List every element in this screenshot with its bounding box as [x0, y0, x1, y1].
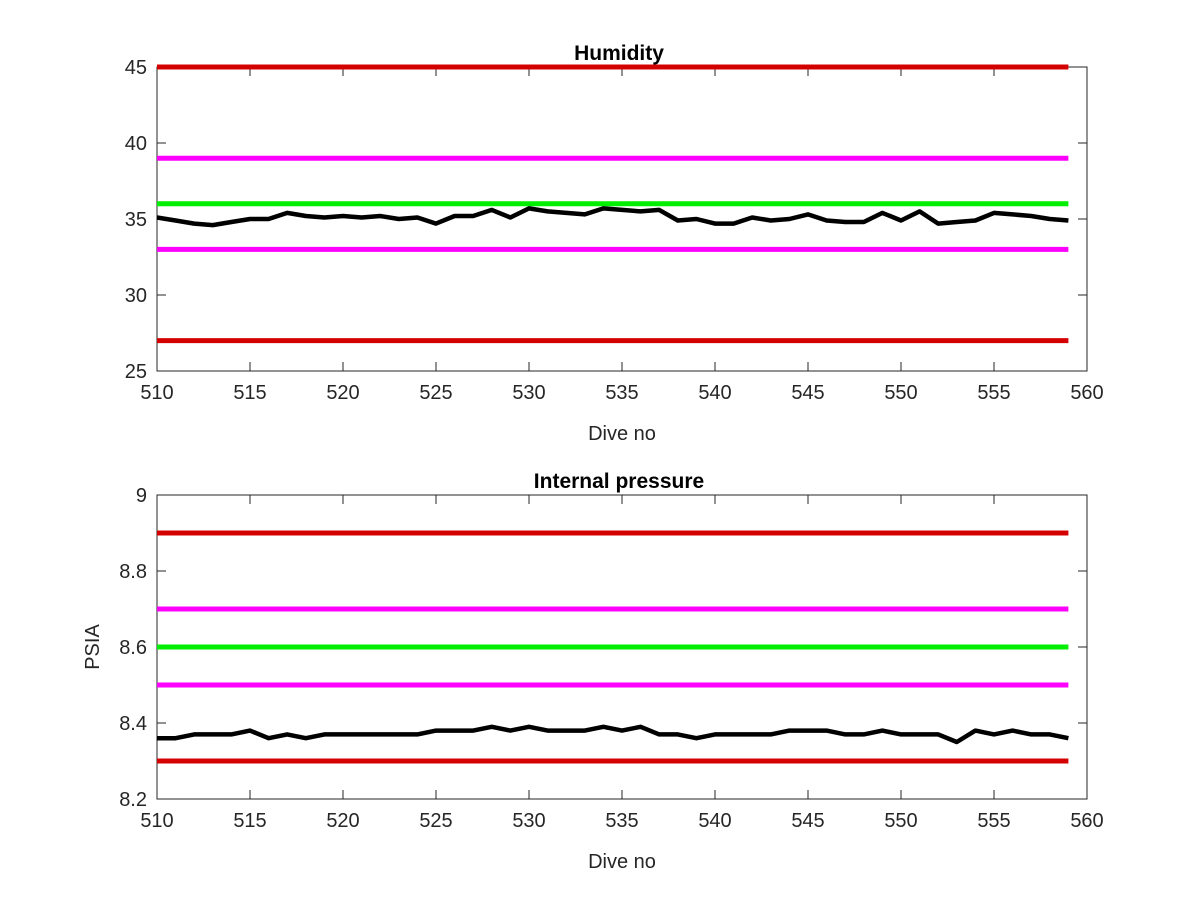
- series-line: [157, 724, 1069, 745]
- x-tick-label: 535: [605, 810, 638, 832]
- x-tick-label: 530: [512, 810, 545, 832]
- x-tick-label: 560: [1070, 382, 1103, 404]
- y-tick-label: 45: [125, 57, 147, 79]
- y-tick-label: 8.6: [119, 637, 147, 659]
- y-tick-label: 30: [125, 285, 147, 307]
- series-line: [156, 206, 1069, 228]
- x-tick-label: 515: [233, 382, 266, 404]
- x-tick-label: 525: [419, 810, 452, 832]
- plot-area: [156, 66, 1088, 372]
- x-tick-label: 555: [977, 810, 1010, 832]
- y-tick-label: 8.8: [119, 561, 147, 583]
- x-tick-label: 550: [884, 810, 917, 832]
- x-tick-label: 540: [698, 382, 731, 404]
- x-tick-label: 515: [233, 810, 266, 832]
- chart-2: 510 515 520 525 530 535 540 545 550 555 560 8.2 8.4 8…: [82, 470, 1104, 873]
- y-tick-label: 9: [136, 485, 147, 507]
- x-tick-label: 510: [140, 810, 173, 832]
- y-tick-label: 8.4: [119, 713, 147, 735]
- x-axis-label: Dive no: [588, 423, 656, 445]
- y-tick-label: 25: [125, 361, 147, 383]
- x-tick-label: 525: [419, 382, 452, 404]
- x-tick-label: 560: [1070, 810, 1103, 832]
- chart-title: Internal pressure: [534, 470, 704, 493]
- x-tick-label: 520: [326, 810, 359, 832]
- y-tick-label: 8.2: [119, 789, 147, 811]
- chart-title: Humidity: [574, 42, 664, 65]
- x-tick-label: 545: [791, 382, 824, 404]
- y-tick-label: 35: [125, 209, 147, 231]
- x-tick-label: 550: [884, 382, 917, 404]
- chart-1: 510 515 520 525 530 535 540 545 550 555 560 25 30 35 4…: [125, 42, 1104, 445]
- x-tick-label: 520: [326, 382, 359, 404]
- x-tick-label: 510: [140, 382, 173, 404]
- x-tick-label: 545: [791, 810, 824, 832]
- y-tick-label: 40: [125, 133, 147, 155]
- x-tick-label: 535: [605, 382, 638, 404]
- y-axis-label: PSIA: [82, 624, 104, 670]
- x-tick-label: 540: [698, 810, 731, 832]
- x-axis-label: Dive no: [588, 851, 656, 873]
- x-tick-label: 530: [512, 382, 545, 404]
- x-tick-label: 555: [977, 382, 1010, 404]
